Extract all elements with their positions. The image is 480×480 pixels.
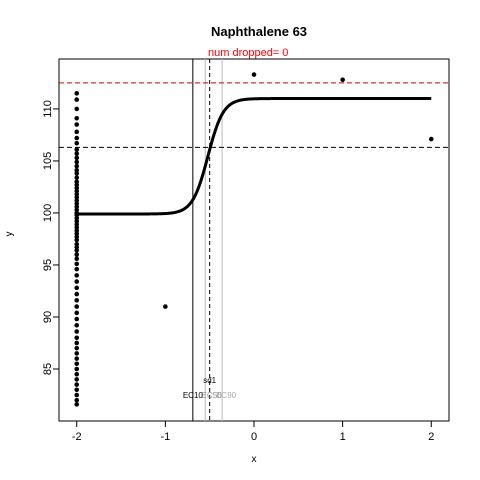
y-tick-label: 110 (42, 100, 54, 118)
data-point (74, 298, 80, 303)
data-point (74, 310, 80, 316)
data-point (74, 329, 80, 334)
data-point (74, 377, 80, 382)
data-point (74, 387, 80, 393)
data-point (74, 382, 80, 387)
y-axis-label: y (4, 232, 15, 237)
data-point (74, 361, 80, 367)
data-point (74, 285, 80, 291)
data-point (74, 163, 80, 169)
data-point (74, 371, 80, 377)
data-point (74, 135, 80, 141)
fitted-curve (76, 97, 432, 216)
data-point (74, 115, 80, 121)
data-point (74, 155, 80, 161)
ec-label-ec90: EC90 (216, 391, 237, 400)
data-point (74, 304, 80, 309)
y-tick-label: 95 (42, 259, 54, 271)
data-point (340, 77, 345, 83)
ec-label-sd1: sd1 (203, 376, 216, 385)
data-point (74, 291, 80, 297)
data-point (74, 397, 80, 403)
data-point (74, 237, 80, 243)
data-point (74, 392, 80, 398)
data-point (74, 151, 80, 156)
data-point (74, 402, 80, 407)
y-tick-label: 85 (42, 363, 54, 375)
y-tick-label: 100 (42, 204, 54, 222)
data-point (74, 106, 80, 112)
data-point (74, 261, 80, 267)
ec-label-ec10: EC10 (183, 391, 204, 400)
data-point (74, 273, 80, 278)
data-point (74, 340, 80, 346)
chart-subtitle: num dropped= 0 (208, 47, 288, 59)
ec-label-ec50: EC50 (202, 391, 223, 400)
data-point (74, 351, 80, 356)
data-point (428, 136, 434, 142)
x-axis-label: x (252, 454, 257, 465)
data-point (74, 252, 80, 257)
data-point (74, 91, 80, 96)
data-point (74, 316, 80, 322)
chart-title: Naphthalene 63 (211, 24, 307, 39)
x-tick-label: 0 (251, 431, 257, 443)
data-point (74, 335, 80, 341)
x-tick-label: 1 (340, 431, 346, 443)
data-point (74, 266, 80, 272)
data-point (74, 248, 80, 253)
data-point (74, 279, 80, 284)
y-tick-label: 105 (42, 152, 54, 170)
data-point (74, 322, 80, 328)
x-tick-label: -1 (160, 431, 170, 443)
data-point (74, 122, 80, 127)
data-point (74, 171, 80, 176)
data-point (74, 356, 80, 361)
data-point (74, 97, 80, 102)
data-point (74, 159, 80, 165)
data-point (74, 140, 80, 146)
data-point (74, 147, 80, 152)
data-point (163, 304, 168, 309)
x-tick-label: -2 (72, 431, 82, 443)
data-point (74, 175, 80, 180)
y-tick-label: 90 (42, 311, 54, 323)
data-point (74, 345, 80, 351)
data-point (251, 72, 257, 77)
data-point (74, 366, 80, 372)
x-tick-label: 2 (428, 431, 434, 443)
data-point (74, 129, 80, 135)
data-point (74, 256, 80, 262)
plot-frame (58, 58, 450, 422)
